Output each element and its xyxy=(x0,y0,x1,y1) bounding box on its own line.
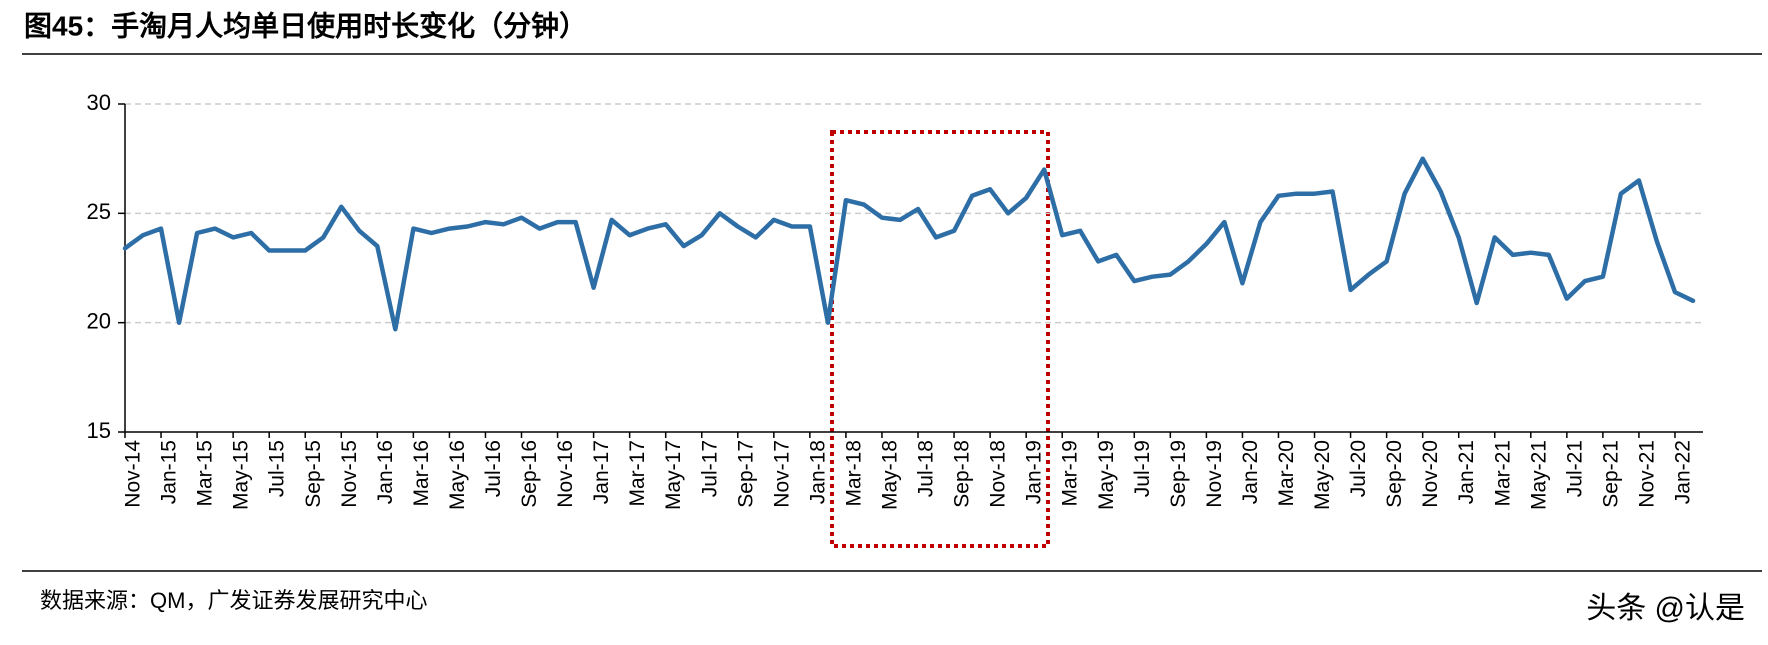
x-tick-label: Jan-21 xyxy=(1455,440,1478,504)
x-tick-label: May-18 xyxy=(879,440,902,510)
chart-title: 图45：手淘月人均单日使用时长变化（分钟） xyxy=(24,9,587,41)
x-tick-label: Jul-16 xyxy=(482,440,505,497)
x-tick-label: Nov-18 xyxy=(987,440,1010,508)
x-tick-label: Jan-15 xyxy=(158,440,181,504)
x-tick-label: Mar-19 xyxy=(1059,440,1082,507)
y-tick-label: 30 xyxy=(87,90,111,115)
x-tick-label: Mar-16 xyxy=(410,440,433,507)
x-tick-label: Sep-18 xyxy=(951,440,974,508)
x-tick-label: Sep-21 xyxy=(1599,440,1622,508)
x-tick-label: Mar-20 xyxy=(1275,440,1298,507)
watermark: 头条 @认是 xyxy=(1586,592,1745,625)
data-line xyxy=(122,156,1696,332)
x-tick-label: Sep-15 xyxy=(302,440,325,508)
x-tick-label: Mar-17 xyxy=(626,440,649,507)
x-tick-label: Nov-16 xyxy=(554,440,577,508)
x-tick-label: Jul-19 xyxy=(1131,440,1154,497)
x-tick-label: May-16 xyxy=(446,440,469,510)
y-tick-label: 20 xyxy=(87,308,111,333)
x-tick-label: Sep-17 xyxy=(734,440,757,508)
x-tick-label: Nov-17 xyxy=(770,440,793,508)
x-tick-label: Jan-19 xyxy=(1023,440,1046,504)
x-tick-label: Mar-15 xyxy=(194,440,217,507)
highlight-box xyxy=(830,130,1050,548)
x-tick-label: Nov-20 xyxy=(1419,440,1442,508)
x-tick-label: Nov-19 xyxy=(1203,440,1226,508)
x-tick-label: Sep-16 xyxy=(518,440,541,508)
x-tick-label: Jul-20 xyxy=(1347,440,1370,497)
y-tick-label: 15 xyxy=(87,418,111,443)
x-tick-label: May-21 xyxy=(1527,440,1550,510)
x-tick-label: May-19 xyxy=(1095,440,1118,510)
x-tick-label: Jan-22 xyxy=(1672,440,1695,504)
y-tick-label: 25 xyxy=(87,199,111,224)
x-tick-label: Nov-15 xyxy=(338,440,361,508)
x-tick-label: Jan-17 xyxy=(590,440,613,504)
x-tick-label: Sep-20 xyxy=(1383,440,1406,508)
x-tick-label: Nov-14 xyxy=(122,440,145,508)
x-tick-label: Nov-21 xyxy=(1635,440,1658,508)
x-tick-label: Jul-18 xyxy=(915,440,938,497)
x-tick-label: May-15 xyxy=(230,440,253,510)
x-tick-label: Jan-20 xyxy=(1239,440,1262,504)
x-tick-label: May-17 xyxy=(662,440,685,510)
x-tick-label: Jan-18 xyxy=(806,440,829,504)
x-tick-label: Jan-16 xyxy=(374,440,397,504)
source-note: 数据来源：QM，广发证券发展研究中心 xyxy=(40,588,427,613)
x-tick-label: Sep-19 xyxy=(1167,440,1190,508)
x-tick-label: Jul-21 xyxy=(1563,440,1586,497)
x-tick-label: Jul-17 xyxy=(698,440,721,497)
x-tick-label: May-20 xyxy=(1311,440,1334,510)
x-tick-label: Mar-18 xyxy=(842,440,865,507)
x-tick-label: Jul-15 xyxy=(266,440,289,497)
x-tick-label: Mar-21 xyxy=(1491,440,1514,507)
